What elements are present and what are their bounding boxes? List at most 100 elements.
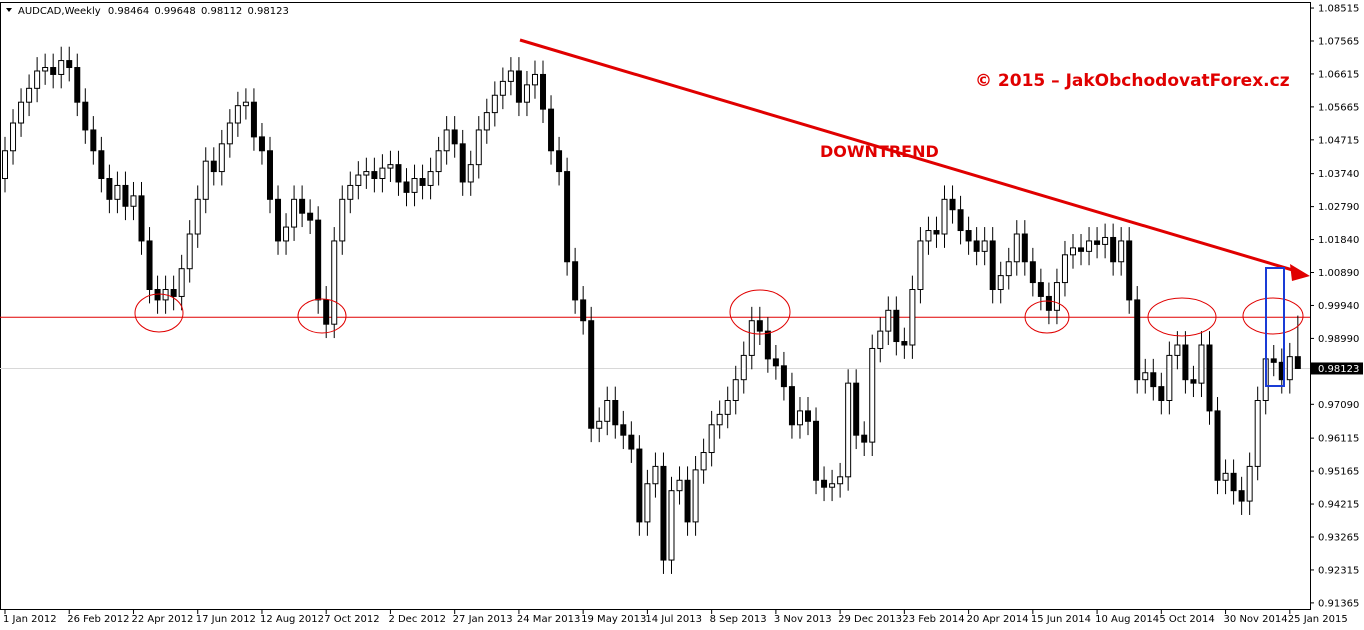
candle-body (780, 365, 787, 388)
candle-body (523, 84, 530, 103)
candle-body (772, 358, 779, 367)
y-tick-label: 0.99940 (1318, 301, 1359, 312)
candle-body (1238, 490, 1245, 502)
low-value: 0.98112 (201, 6, 242, 17)
x-tick-label: 22 Apr 2012 (131, 614, 193, 625)
candle-body (1246, 465, 1253, 502)
candle-body (82, 101, 89, 131)
candle-body (18, 101, 25, 124)
candle-body (853, 382, 860, 436)
candle-body (475, 129, 482, 166)
x-tick-label: 7 Oct 2012 (324, 614, 379, 625)
y-tick-label: 0.91365 (1318, 598, 1359, 609)
candle-body (483, 112, 490, 131)
candle-body (34, 70, 41, 89)
candle-body (564, 171, 571, 263)
candle-body (186, 233, 193, 270)
circle (1147, 297, 1217, 337)
candle-body (973, 240, 980, 252)
candle-body (411, 178, 418, 193)
circle (729, 289, 791, 335)
candle-body (1190, 379, 1197, 384)
candle-body (540, 73, 547, 110)
candle-body (756, 320, 763, 332)
trend-line (519, 38, 1297, 273)
candle-body (620, 424, 627, 436)
y-tick-label: 0.92315 (1318, 565, 1359, 576)
x-tick-label: 24 Mar 2013 (517, 614, 580, 625)
y-tick-label: 0.94215 (1318, 500, 1359, 511)
x-tick-label: 1 Jan 2012 (3, 614, 57, 625)
x-tick-label: 20 Apr 2014 (967, 614, 1029, 625)
candle-body (788, 386, 795, 426)
candle-body (202, 160, 209, 200)
candle-body (283, 226, 290, 242)
candle-body (901, 341, 908, 346)
x-tick-label: 23 Feb 2014 (902, 614, 964, 625)
candle-body (291, 198, 298, 228)
y-tick-label: 1.04715 (1318, 135, 1359, 146)
highlight-box (1265, 267, 1285, 387)
candle-body (893, 309, 900, 343)
candle-body (114, 184, 121, 200)
candle-body (837, 476, 844, 485)
candle-body (2, 150, 8, 180)
candle-body (748, 320, 755, 356)
candle-body (572, 261, 579, 301)
candle-body (122, 184, 129, 207)
candle-body (556, 150, 563, 173)
x-tick-label: 26 Feb 2012 (67, 614, 129, 625)
x-tick-label: 15 Jun 2014 (1031, 614, 1091, 625)
grid-layer (0, 316, 1310, 369)
candle-body (491, 94, 498, 114)
candle-body (981, 240, 988, 252)
y-tick-label: 1.02790 (1318, 202, 1359, 213)
candle-body (989, 240, 996, 291)
candle-body (1294, 356, 1301, 369)
candle-body (604, 399, 611, 422)
candle-body (957, 209, 964, 232)
symbol: AUDCAD,Weekly (18, 6, 101, 17)
candle-body (1118, 240, 1125, 263)
candle-body (1142, 372, 1149, 381)
candle-body (1126, 240, 1133, 301)
candle-body (1174, 344, 1181, 356)
candle-body (275, 198, 282, 242)
candle-body (997, 275, 1004, 291)
candle-body (218, 143, 225, 173)
candle-body (1069, 247, 1076, 256)
candle-body (684, 479, 691, 523)
candle-body (1222, 472, 1229, 481)
candle-body (861, 434, 868, 443)
candle-body (740, 354, 747, 381)
candle-body (1230, 472, 1237, 492)
plot-frame (0, 2, 1311, 610)
candle-body (941, 198, 948, 235)
close-value: 0.98123 (247, 6, 288, 17)
candle-body (612, 399, 619, 426)
candle-body (339, 198, 346, 242)
candle-body (355, 174, 362, 186)
candle-body (443, 129, 450, 152)
x-tick-label: 30 Nov 2014 (1224, 614, 1288, 625)
candle-body (588, 320, 595, 429)
candle-body (178, 268, 185, 297)
candle-body (652, 465, 659, 485)
y-tick-label: 1.01840 (1318, 235, 1359, 246)
y-tick-label: 1.08515 (1318, 4, 1359, 15)
candle-body (371, 171, 378, 180)
x-tick-label: 17 Jun 2012 (196, 614, 256, 625)
candle-body (90, 129, 97, 152)
x-tick-label: 25 Jan 2015 (1288, 614, 1348, 625)
candle-body (154, 289, 161, 301)
candle-body (266, 150, 273, 200)
candle-body (1102, 236, 1109, 245)
copyright: © 2015 – JakObchodovatForex.cz (975, 71, 1290, 91)
candle-body (1206, 344, 1213, 412)
x-tick-label: 14 Jul 2013 (645, 614, 702, 625)
y-tick-label: 1.00890 (1318, 268, 1359, 279)
candle-body (387, 164, 394, 169)
candle-body (66, 60, 73, 69)
